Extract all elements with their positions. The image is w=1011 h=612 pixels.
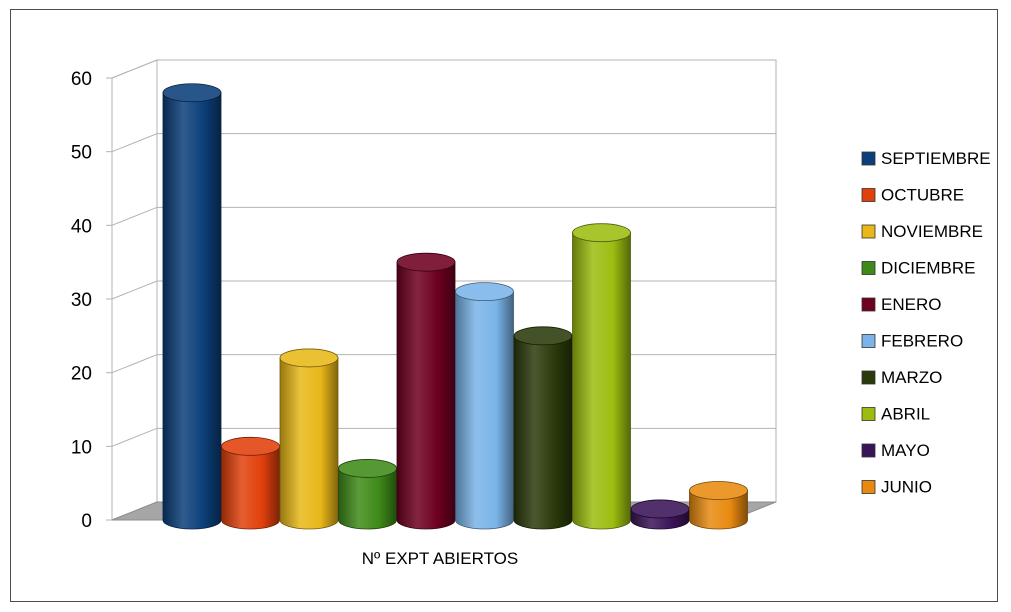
bar-top <box>338 459 397 478</box>
legend-label: DICIEMBRE <box>881 259 975 278</box>
bar-mayo <box>630 499 690 530</box>
gridline <box>111 59 776 79</box>
legend: SEPTIEMBRE OCTUBRE NOVIEMBRE DICIEMBRE ENERO… <box>861 149 991 497</box>
bar-body <box>572 232 631 530</box>
legend-label: FEBRERO <box>881 332 963 351</box>
bar-abril <box>572 223 631 530</box>
bar-body <box>396 261 456 530</box>
gridline <box>111 280 776 300</box>
bar-top <box>221 436 280 456</box>
y-tick-label: 20 <box>71 364 92 385</box>
legend-item: ENERO <box>861 295 941 314</box>
bar-top <box>572 223 631 243</box>
legend-swatch <box>861 334 876 348</box>
bar-body <box>513 335 573 530</box>
y-axis-ticks: 0 10 20 30 40 50 60 <box>71 69 112 532</box>
legend-swatch <box>861 407 876 421</box>
bar-top <box>689 481 748 500</box>
legend-swatch <box>861 443 876 458</box>
bar-febrero <box>455 282 514 530</box>
legend-item: NOVIEMBRE <box>861 222 983 241</box>
bar-junio <box>689 481 748 530</box>
bar-top <box>279 348 339 368</box>
legend-item: JUNIO <box>861 478 932 497</box>
x-axis-label: Nº EXPT ABIERTOS <box>362 549 518 568</box>
bar-top <box>630 499 690 519</box>
legend-label: OCTUBRE <box>881 186 964 205</box>
bar-enero <box>396 252 456 530</box>
bar-septiembre <box>162 83 222 530</box>
legend-item: DICIEMBRE <box>861 259 975 278</box>
legend-item: FEBRERO <box>861 332 963 351</box>
gridline <box>111 133 776 153</box>
bar-body <box>338 468 397 530</box>
gridline <box>111 206 776 226</box>
y-tick-label: 0 <box>81 511 92 532</box>
bar-octubre <box>221 436 280 530</box>
legend-item: SEPTIEMBRE <box>861 149 991 168</box>
legend-swatch <box>861 261 876 275</box>
legend-item: OCTUBRE <box>861 186 964 205</box>
bar-noviembre <box>279 348 339 530</box>
legend-swatch <box>861 224 876 239</box>
legend-swatch <box>861 480 876 494</box>
y-tick-label: 30 <box>71 290 92 311</box>
gridlines <box>111 59 776 447</box>
legend-item: MAYO <box>861 441 930 460</box>
legend-label: ABRIL <box>881 405 930 424</box>
bars <box>162 83 748 530</box>
legend-label: NOVIEMBRE <box>881 222 983 241</box>
y-tick-label: 60 <box>71 69 92 90</box>
bar-body <box>689 490 748 530</box>
y-tick-label: 50 <box>71 143 92 164</box>
legend-swatch <box>861 151 876 166</box>
bar-top <box>396 252 456 272</box>
legend-label: MAYO <box>881 441 930 460</box>
legend-swatch <box>861 188 876 202</box>
bar-top <box>455 282 514 302</box>
legend-label: JUNIO <box>881 478 932 497</box>
y-tick-label: 10 <box>71 437 92 458</box>
bar-body <box>455 291 514 530</box>
bar-body <box>162 92 222 530</box>
bar-marzo <box>513 326 573 530</box>
bar-diciembre <box>338 459 397 530</box>
legend-swatch <box>861 297 876 312</box>
legend-label: SEPTIEMBRE <box>881 149 991 168</box>
bar-top <box>513 326 573 346</box>
bar-body <box>279 357 339 530</box>
legend-label: MARZO <box>881 368 942 387</box>
legend-item: ABRIL <box>861 405 930 424</box>
bar-body <box>221 445 280 530</box>
bar-top <box>162 83 222 103</box>
legend-swatch <box>861 370 876 385</box>
y-tick-label: 40 <box>71 216 92 237</box>
legend-label: ENERO <box>881 295 941 314</box>
legend-item: MARZO <box>861 368 942 387</box>
